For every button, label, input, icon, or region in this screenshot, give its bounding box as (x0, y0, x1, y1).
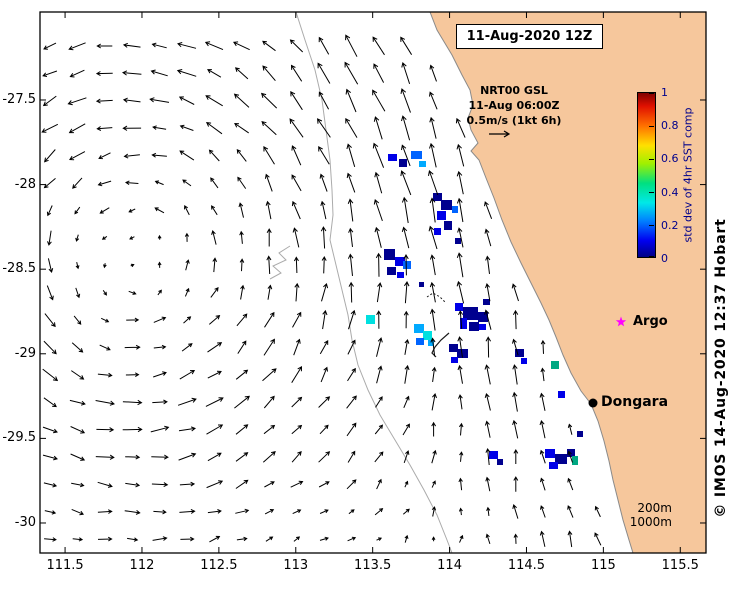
y-tick-label: -29 (14, 345, 36, 361)
x-tick-label: 114 (437, 558, 462, 573)
y-tick-label: -28 (14, 176, 36, 192)
y-tick-label: -29.5 (2, 430, 36, 446)
colorbar-tick-mark (649, 192, 654, 193)
colorbar (637, 92, 656, 258)
current-vectors (41, 34, 602, 548)
sst-stddev-cells (366, 151, 583, 469)
coastline (429, 12, 634, 553)
x-tick-label: 111.5 (46, 558, 84, 573)
colorbar-tick-label: 0.4 (661, 185, 679, 199)
annotation-time: 11-Aug 06:00Z (468, 99, 560, 112)
colorbar-tick-mark (649, 126, 654, 127)
colorbar-tick-label: 0.2 (661, 218, 679, 232)
annotation-scale: 0.5m/s (1kt 6h) (466, 114, 562, 127)
x-tick-label: 112 (129, 558, 155, 573)
contour-label-200m: 200m (637, 501, 672, 515)
y-tick-label: -27.5 (2, 91, 36, 107)
colorbar-tick-mark (649, 256, 654, 257)
colorbar-tick-label: 0 (661, 252, 668, 265)
reference-arrow (489, 130, 511, 138)
colorbar-tick-label: 1 (661, 86, 668, 99)
contour-label-1000m: 1000m (629, 515, 672, 529)
colorbar-label: std dev of 4hr SST comp (681, 107, 695, 243)
colorbar-tick-mark (649, 159, 654, 160)
colorbar-tick-label: 0.6 (661, 152, 679, 166)
plot-area (41, 12, 706, 553)
dongara-marker (588, 398, 598, 408)
x-tick-label: 112.5 (200, 558, 238, 573)
x-tick-label: 115.5 (661, 558, 699, 573)
x-tick-label: 115 (590, 558, 616, 573)
colorbar-tick-label: 0.8 (661, 119, 679, 133)
legend-annotation: NRT00 GSL 11-Aug 06:00Z 0.5m/s (1kt 6h) (462, 83, 566, 128)
credit-text: © IMOS 14-Aug-2020 12:37 Hobart (713, 218, 729, 518)
colorbar-tick-mark (649, 225, 654, 226)
argo-label: Argo (633, 314, 668, 329)
x-tick-label: 114.5 (507, 558, 546, 573)
annotation-product: NRT00 GSL (480, 84, 548, 97)
y-tick-label: -28.5 (2, 261, 36, 277)
x-tick-label: 113.5 (354, 558, 392, 573)
argo-marker (615, 316, 627, 327)
x-tick-label: 113 (283, 558, 309, 573)
dongara-label: Dongara (601, 394, 669, 410)
colorbar-tick-mark (649, 93, 654, 94)
bathymetry-contours (269, 12, 453, 553)
date-title: 11-Aug-2020 12Z (456, 24, 603, 49)
y-tick-label: -30 (14, 514, 36, 530)
